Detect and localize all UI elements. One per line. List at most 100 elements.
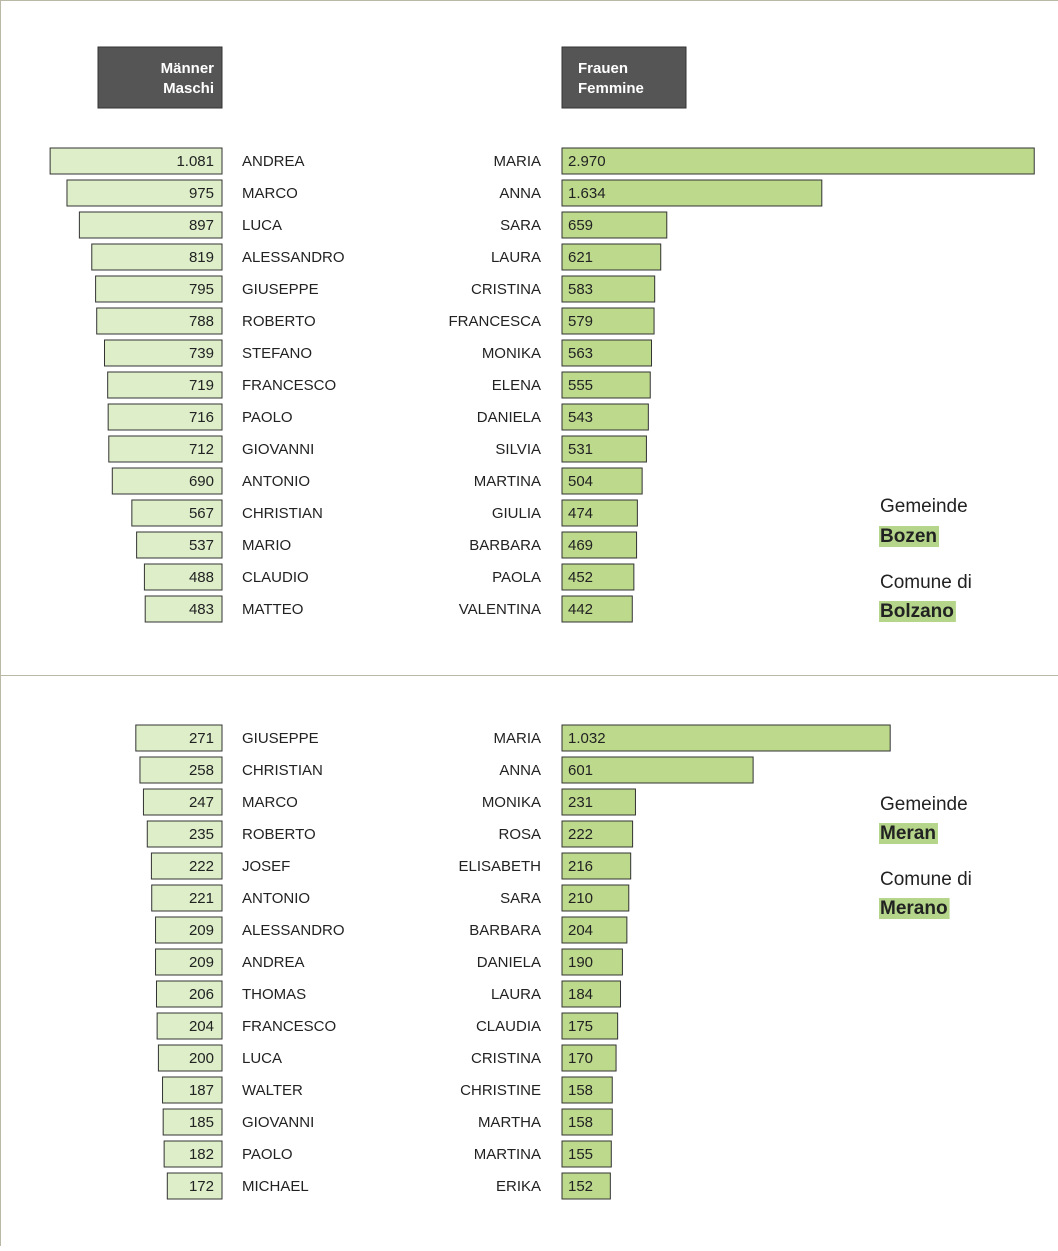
name-label: MONIKA xyxy=(482,794,541,811)
name-label: PAOLA xyxy=(492,569,541,586)
value-label: 190 xyxy=(568,954,593,971)
name-label: ROBERTO xyxy=(242,313,316,330)
name-label: GIOVANNI xyxy=(242,1114,314,1131)
name-label: CRISTINA xyxy=(471,281,541,298)
value-label: 222 xyxy=(568,826,593,843)
name-label: DANIELA xyxy=(477,954,541,971)
value-label: 204 xyxy=(568,922,593,939)
name-label: CHRISTINE xyxy=(460,1082,541,1099)
value-label: 184 xyxy=(568,986,593,1003)
place-name: Bolzano xyxy=(880,601,954,622)
value-label: 204 xyxy=(189,1018,214,1035)
value-label: 474 xyxy=(568,505,593,522)
name-label: JOSEF xyxy=(242,858,290,875)
value-label: 712 xyxy=(189,441,214,458)
value-label: 155 xyxy=(568,1146,593,1163)
value-label: 182 xyxy=(189,1146,214,1163)
value-label: 1.081 xyxy=(176,153,214,170)
bar xyxy=(562,148,1034,174)
value-label: 221 xyxy=(189,890,214,907)
name-label: MICHAEL xyxy=(242,1178,309,1195)
name-label: DANIELA xyxy=(477,409,541,426)
name-label: FRANCESCO xyxy=(242,1018,336,1035)
name-label: PAOLO xyxy=(242,1146,293,1163)
value-label: 222 xyxy=(189,858,214,875)
bar xyxy=(562,725,890,751)
name-label: ANNA xyxy=(499,762,541,779)
place-name: Merano xyxy=(880,898,948,919)
value-label: 563 xyxy=(568,345,593,362)
value-label: 531 xyxy=(568,441,593,458)
value-label: 690 xyxy=(189,473,214,490)
value-label: 210 xyxy=(568,890,593,907)
name-label: MARIA xyxy=(493,153,541,170)
value-label: 819 xyxy=(189,249,214,266)
value-label: 2.970 xyxy=(568,153,606,170)
value-label: 579 xyxy=(568,313,593,330)
name-label: ALESSANDRO xyxy=(242,249,345,266)
name-label: MARIA xyxy=(493,730,541,747)
value-label: 158 xyxy=(568,1082,593,1099)
name-label: MARTINA xyxy=(474,473,541,490)
value-label: 543 xyxy=(568,409,593,426)
female-header: Femmine xyxy=(578,80,644,97)
value-label: 187 xyxy=(189,1082,214,1099)
value-label: 200 xyxy=(189,1050,214,1067)
name-label: MARIO xyxy=(242,537,291,554)
value-label: 216 xyxy=(568,858,593,875)
value-label: 788 xyxy=(189,313,214,330)
place-caption: Gemeinde xyxy=(880,496,968,517)
name-label: FRANCESCO xyxy=(242,377,336,394)
value-label: 170 xyxy=(568,1050,593,1067)
value-label: 621 xyxy=(568,249,593,266)
value-label: 1.032 xyxy=(568,730,606,747)
value-label: 209 xyxy=(189,922,214,939)
name-label: LUCA xyxy=(242,217,282,234)
name-label: LAURA xyxy=(491,986,541,1003)
name-label: ROSA xyxy=(498,826,541,843)
value-label: 172 xyxy=(189,1178,214,1195)
name-label: WALTER xyxy=(242,1082,303,1099)
name-label: PAOLO xyxy=(242,409,293,426)
name-label: ALESSANDRO xyxy=(242,922,345,939)
value-label: 719 xyxy=(189,377,214,394)
value-label: 271 xyxy=(189,730,214,747)
value-label: 567 xyxy=(189,505,214,522)
name-label: SARA xyxy=(500,890,541,907)
name-label: CLAUDIO xyxy=(242,569,309,586)
value-label: 488 xyxy=(189,569,214,586)
name-label: ERIKA xyxy=(496,1178,541,1195)
name-label: LAURA xyxy=(491,249,541,266)
value-label: 231 xyxy=(568,794,593,811)
value-label: 235 xyxy=(189,826,214,843)
value-label: 601 xyxy=(568,762,593,779)
name-label: ANTONIO xyxy=(242,473,310,490)
name-label: ROBERTO xyxy=(242,826,316,843)
value-label: 442 xyxy=(568,601,593,618)
name-label: GIOVANNI xyxy=(242,441,314,458)
value-label: 452 xyxy=(568,569,593,586)
value-label: 537 xyxy=(189,537,214,554)
name-label: ANNA xyxy=(499,185,541,202)
value-label: 739 xyxy=(189,345,214,362)
value-label: 206 xyxy=(189,986,214,1003)
value-label: 897 xyxy=(189,217,214,234)
name-label: MARCO xyxy=(242,794,298,811)
name-label: CHRISTIAN xyxy=(242,762,323,779)
male-header: Maschi xyxy=(163,80,214,97)
place-name: Meran xyxy=(880,823,936,844)
name-label: STEFANO xyxy=(242,345,312,362)
name-label: ELISABETH xyxy=(458,858,541,875)
value-label: 258 xyxy=(189,762,214,779)
place-caption: Comune di xyxy=(880,869,972,890)
name-label: ANTONIO xyxy=(242,890,310,907)
name-label: CRISTINA xyxy=(471,1050,541,1067)
value-label: 247 xyxy=(189,794,214,811)
value-label: 469 xyxy=(568,537,593,554)
name-label: GIUSEPPE xyxy=(242,730,319,747)
name-label: BARBARA xyxy=(469,537,541,554)
place-caption: Comune di xyxy=(880,572,972,593)
name-label: CLAUDIA xyxy=(476,1018,541,1035)
value-label: 583 xyxy=(568,281,593,298)
